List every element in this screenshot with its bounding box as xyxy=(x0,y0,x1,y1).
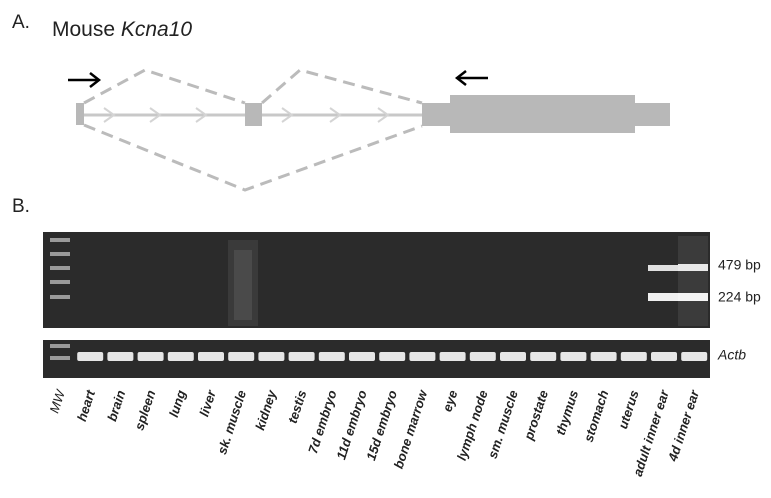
ladder-band xyxy=(50,252,70,256)
lane-label: 11d embryo xyxy=(333,388,370,461)
actb-band xyxy=(470,352,496,361)
actb-band xyxy=(77,352,103,361)
lane-label: eye xyxy=(439,388,460,413)
title-text: Mouse xyxy=(52,18,115,41)
lane-label: uterus xyxy=(615,388,642,430)
gene-diagram xyxy=(68,70,670,190)
band-size: 479 bp xyxy=(718,257,761,273)
lane-label: liver xyxy=(196,387,219,418)
lane-label: spleen xyxy=(131,388,158,432)
actb-band xyxy=(168,352,194,361)
actb-band xyxy=(228,352,254,361)
lane-label: stomach xyxy=(581,388,612,444)
panel-title: Mouse Kcna10 xyxy=(52,18,192,41)
actb-band xyxy=(379,352,405,361)
actb-band xyxy=(651,352,677,361)
lane-label: lung xyxy=(166,388,189,419)
actb-band xyxy=(560,352,586,361)
actb-band xyxy=(681,352,707,361)
actb-band xyxy=(289,352,315,361)
lane-label: kidney xyxy=(252,388,279,433)
actb-band xyxy=(258,352,284,361)
ladder-band xyxy=(50,295,70,299)
band-size: 224 bp xyxy=(718,289,761,305)
lane-label: brain xyxy=(104,388,128,423)
figure: A. Mouse Kcna10 B. MWheartbrainspleen lun… xyxy=(0,0,771,498)
panel-label: A. xyxy=(12,12,30,33)
ladder-band xyxy=(50,280,70,284)
ladder-band xyxy=(50,266,70,270)
actb-band xyxy=(198,352,224,361)
lane-label: heart xyxy=(74,388,98,424)
gene-name: Kcna10 xyxy=(121,18,193,41)
lane-label: 7d embryo xyxy=(305,388,340,455)
actb-band xyxy=(107,352,133,361)
actb-band xyxy=(440,352,466,361)
lane-label: testis xyxy=(285,388,310,425)
actb-band xyxy=(530,352,556,361)
lane-label: thymus xyxy=(553,388,582,437)
actb-band xyxy=(500,352,526,361)
actb-band xyxy=(409,352,435,361)
ladder-band xyxy=(50,356,70,360)
ladder-band xyxy=(50,238,70,242)
control-label: Actb xyxy=(717,347,746,363)
lane-label: sk. muscle xyxy=(214,388,249,456)
lane-label: 4d inner ear xyxy=(665,387,703,464)
actb-band xyxy=(349,352,375,361)
lane-label: MW xyxy=(46,387,68,415)
actb-band xyxy=(319,352,345,361)
panel-label: B. xyxy=(12,196,30,217)
lane-label: prostate xyxy=(521,388,551,442)
lane-label: sm. muscle xyxy=(485,388,521,460)
actb-band xyxy=(138,352,164,361)
actb-band xyxy=(621,352,647,361)
actb-band xyxy=(591,352,617,361)
ladder-band xyxy=(50,344,70,348)
